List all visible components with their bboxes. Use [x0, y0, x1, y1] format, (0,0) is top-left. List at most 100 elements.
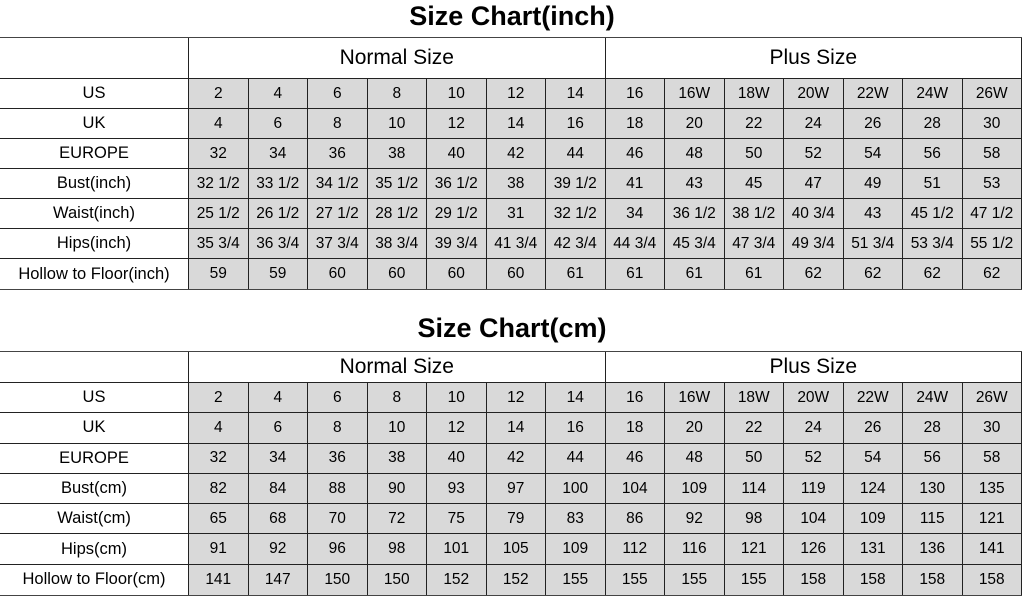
table-cell: 52: [784, 139, 844, 169]
table-cell: 61: [546, 259, 606, 289]
table-cell: 16: [546, 413, 606, 444]
table-cell: 135: [962, 473, 1022, 505]
table-cell: 126: [784, 534, 844, 565]
table-cell: 44: [546, 443, 606, 474]
table-cell: 52: [784, 443, 844, 474]
table-cell: 105: [486, 534, 546, 565]
table-cell: 47 3/4: [724, 229, 784, 259]
table-cell: 155: [605, 564, 665, 596]
table-cell: 14: [486, 413, 546, 444]
table-cell: 8: [308, 109, 368, 139]
table-cell: 141: [189, 564, 249, 596]
table-cell: 32: [189, 139, 249, 169]
table-cell: 88: [308, 473, 368, 505]
table-cell: 115: [903, 504, 963, 535]
table-cell: 20: [665, 109, 725, 139]
table-cell: 31: [486, 199, 546, 229]
table-cell: 152: [486, 564, 546, 596]
table-cell: 38 1/2: [724, 199, 784, 229]
corner-cell: [0, 38, 189, 79]
table-cell: 4: [189, 413, 249, 444]
row-label: US: [0, 79, 189, 109]
table-cell: 51 3/4: [843, 229, 903, 259]
table-cell: 20W: [784, 79, 844, 109]
table-cell: 10: [367, 109, 427, 139]
table-cell: 45 1/2: [903, 199, 963, 229]
table-cell: 12: [486, 79, 546, 109]
table-cell: 155: [724, 564, 784, 596]
table-cell: 130: [903, 473, 963, 505]
table-cell: 4: [248, 79, 308, 109]
table-cell: 62: [784, 259, 844, 289]
table-cell: 12: [427, 109, 487, 139]
row-label: Hips(cm): [0, 534, 189, 565]
table-cell: 22W: [843, 383, 903, 414]
table-cell: 18: [605, 109, 665, 139]
table-cell: 18: [605, 413, 665, 444]
table-cell: 104: [605, 473, 665, 505]
table-cell: 27 1/2: [308, 199, 368, 229]
table-cell: 47 1/2: [962, 199, 1022, 229]
table-cell: 36: [308, 139, 368, 169]
table-cell: 93: [427, 473, 487, 505]
table-cell: 43: [665, 169, 725, 199]
table-cell: 10: [367, 413, 427, 444]
table-cell: 22: [724, 413, 784, 444]
row-label: Hollow to Floor(cm): [0, 564, 189, 596]
table-cell: 24: [784, 413, 844, 444]
table-cell: 101: [427, 534, 487, 565]
table-cell: 42 3/4: [546, 229, 606, 259]
table-cell: 30: [962, 109, 1022, 139]
table-cell: 40: [427, 139, 487, 169]
table-cell: 58: [962, 139, 1022, 169]
table-cell: 59: [248, 259, 308, 289]
table-cell: 4: [189, 109, 249, 139]
table-cell: 150: [308, 564, 368, 596]
table-cell: 26: [843, 413, 903, 444]
table-cell: 45 3/4: [665, 229, 725, 259]
table-cell: 62: [962, 259, 1022, 289]
table-cell: 39 1/2: [546, 169, 606, 199]
table-cell: 12: [486, 383, 546, 414]
table-cell: 43: [843, 199, 903, 229]
group-header-plus: Plus Size: [605, 38, 1022, 79]
table-cell: 96: [308, 534, 368, 565]
table-cell: 141: [962, 534, 1022, 565]
table-cell: 49: [843, 169, 903, 199]
table-title: Size Chart(inch): [409, 1, 615, 31]
table-cell: 14: [486, 109, 546, 139]
table-cell: 90: [367, 473, 427, 505]
table-cell: 158: [903, 564, 963, 596]
table-cell: 10: [427, 383, 487, 414]
table-cell: 24W: [903, 79, 963, 109]
table-cell: 34: [605, 199, 665, 229]
table-cell: 22: [724, 109, 784, 139]
table-cell: 56: [903, 139, 963, 169]
row-label: UK: [0, 413, 189, 444]
table-cell: 28 1/2: [367, 199, 427, 229]
table-cell: 100: [546, 473, 606, 505]
table-cell: 150: [367, 564, 427, 596]
table-cell: 32 1/2: [546, 199, 606, 229]
group-header-normal: Normal Size: [189, 352, 606, 383]
table-cell: 155: [665, 564, 725, 596]
table-cell: 18W: [724, 383, 784, 414]
table-cell: 28: [903, 109, 963, 139]
table-cell: 62: [903, 259, 963, 289]
corner-cell: [0, 352, 189, 383]
table-cell: 8: [367, 383, 427, 414]
table-cell: 54: [843, 139, 903, 169]
table-cell: 83: [546, 504, 606, 535]
table-cell: 112: [605, 534, 665, 565]
table-cell: 36: [308, 443, 368, 474]
table-cell: 51: [903, 169, 963, 199]
table-cell: 6: [248, 413, 308, 444]
table-cell: 41: [605, 169, 665, 199]
table-cell: 34 1/2: [308, 169, 368, 199]
table-cell: 16: [546, 109, 606, 139]
table-cell: 6: [248, 109, 308, 139]
table-cell: 147: [248, 564, 308, 596]
table-cell: 36 1/2: [427, 169, 487, 199]
table-cell: 53 3/4: [903, 229, 963, 259]
row-label: UK: [0, 109, 189, 139]
